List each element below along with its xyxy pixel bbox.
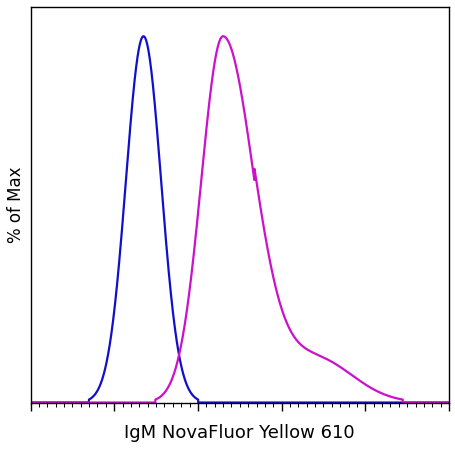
X-axis label: IgM NovaFluor Yellow 610: IgM NovaFluor Yellow 610 [124,424,354,442]
Y-axis label: % of Max: % of Max [7,167,25,243]
